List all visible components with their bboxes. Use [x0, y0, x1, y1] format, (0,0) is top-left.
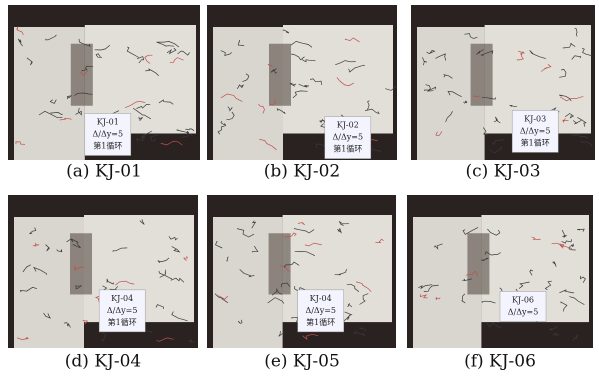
- joint-damage: [269, 44, 291, 106]
- photo: KJ-04 Δ/Δy=5 第1循环: [8, 195, 198, 348]
- joint-damage: [70, 233, 92, 294]
- photo: KJ-06 Δ/Δy=5: [407, 195, 593, 348]
- sign-text: KJ-04: [310, 294, 332, 303]
- sign-text: Δ/Δy=5: [93, 130, 124, 139]
- photo: KJ-01 Δ/Δy=5 第1循环: [8, 5, 200, 160]
- caption: (f) KJ-06: [464, 352, 536, 372]
- sign-text: Δ/Δy=5: [305, 306, 336, 315]
- sign-text: 第1循环: [108, 317, 137, 327]
- joint-damage: [467, 233, 489, 294]
- sign-text: Δ/Δy=5: [520, 126, 551, 135]
- sign-text: KJ-01: [97, 118, 119, 127]
- photo-content: KJ-03 Δ/Δy=5 第1循环: [411, 5, 595, 160]
- figure: KJ-01 Δ/Δy=5 第1循环 (a) KJ-01 KJ-02 Δ/Δy=5 第1循环 (…: [0, 0, 599, 376]
- sign-text: KJ-06: [512, 295, 534, 304]
- sign-text: KJ-03: [524, 114, 546, 123]
- sign-text: 第1循环: [333, 144, 362, 154]
- photo: KJ-02 Δ/Δy=5 第1循环: [207, 5, 397, 160]
- caption: (e) KJ-05: [264, 352, 340, 372]
- joint-damage: [269, 233, 291, 294]
- caption: (d) KJ-04: [65, 352, 141, 372]
- photo-content: KJ-01 Δ/Δy=5 第1循环: [8, 5, 200, 160]
- sign-text: 第1循环: [306, 317, 335, 327]
- sign-text: 第1循环: [93, 141, 122, 151]
- sign-text: KJ-02: [337, 121, 359, 130]
- photo-content: KJ-06 Δ/Δy=5: [407, 195, 593, 348]
- caption: (b) KJ-02: [264, 162, 340, 182]
- sign-text: KJ-04: [111, 294, 133, 303]
- sign-text: 第1循环: [521, 137, 550, 147]
- photo-content: KJ-04 Δ/Δy=5 第1循环: [8, 195, 198, 348]
- sign-text: Δ/Δy=5: [107, 306, 138, 315]
- sign-text: Δ/Δy=5: [333, 133, 364, 142]
- photo-content: KJ-02 Δ/Δy=5 第1循环: [207, 5, 397, 160]
- joint-damage: [71, 44, 93, 106]
- photo: KJ-03 Δ/Δy=5 第1循环: [411, 5, 595, 160]
- caption: (c) KJ-03: [465, 162, 540, 182]
- caption: (a) KJ-01: [66, 162, 142, 182]
- sign-text: Δ/Δy=5: [508, 307, 539, 316]
- photo-content: KJ-04 Δ/Δy=5 第1循环: [207, 195, 396, 348]
- photo: KJ-04 Δ/Δy=5 第1循环: [207, 195, 396, 348]
